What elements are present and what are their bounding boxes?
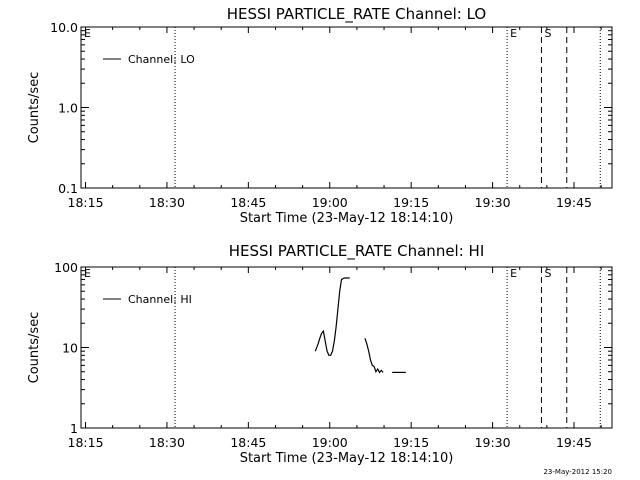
x-tick-label: 19:15: [393, 195, 429, 210]
event-marker-label: S: [544, 27, 551, 40]
y-tick-label: 1: [70, 421, 78, 436]
chart-title: HESSI PARTICLE_RATE Channel: LO: [227, 5, 486, 24]
x-tick-label: 18:30: [149, 435, 185, 450]
x-tick-label: 19:00: [312, 435, 348, 450]
panel-lo: HESSI PARTICLE_RATE Channel: LO 18:15 18:3…: [27, 5, 613, 226]
x-tick-label: 19:45: [556, 195, 592, 210]
x-tick-label: 18:15: [68, 435, 104, 450]
plot-frame: [80, 26, 613, 189]
y-tick-label: 10: [62, 341, 78, 356]
x-tick-label: 19:00: [312, 195, 348, 210]
x-tick-label: 19:30: [475, 435, 511, 450]
series-line: [314, 277, 350, 356]
chart-title: HESSI PARTICLE_RATE Channel: HI: [229, 242, 485, 261]
series-line: [364, 338, 384, 374]
y-tick-label: 0.1: [58, 181, 78, 196]
plot-frame: [80, 266, 613, 429]
x-tick-label: 18:30: [149, 195, 185, 210]
x-tick-label: 18:45: [230, 195, 266, 210]
y-tick-label: 100: [54, 260, 78, 275]
x-tick-label: 19:15: [393, 435, 429, 450]
y-tick-label: 10.0: [50, 20, 78, 35]
y-axis-label: Counts/sec: [27, 72, 42, 144]
x-tick-label: 18:45: [230, 435, 266, 450]
footer-timestamp: 23-May-2012 15:20: [543, 468, 612, 476]
y-axis-label: Counts/sec: [27, 312, 42, 384]
y-tick-label: 1.0: [58, 101, 78, 116]
event-marker-label: S: [544, 267, 551, 280]
event-marker-label: E: [510, 267, 517, 280]
legend-label: Channel: HI: [128, 293, 192, 306]
x-tick-label: 19:45: [556, 435, 592, 450]
event-marker-label: E: [84, 27, 91, 40]
legend-label: Channel: LO: [128, 53, 195, 66]
event-marker-label: E: [84, 267, 91, 280]
event-marker-label: E: [510, 27, 517, 40]
x-axis-label: Start Time (23-May-12 18:14:10): [240, 211, 454, 226]
x-axis-label: Start Time (23-May-12 18:14:10): [240, 451, 454, 466]
x-tick-label: 18:15: [68, 195, 104, 210]
x-tick-label: 19:30: [475, 195, 511, 210]
panel-hi: HESSI PARTICLE_RATE Channel: HI 18:15 18:3…: [27, 242, 613, 466]
